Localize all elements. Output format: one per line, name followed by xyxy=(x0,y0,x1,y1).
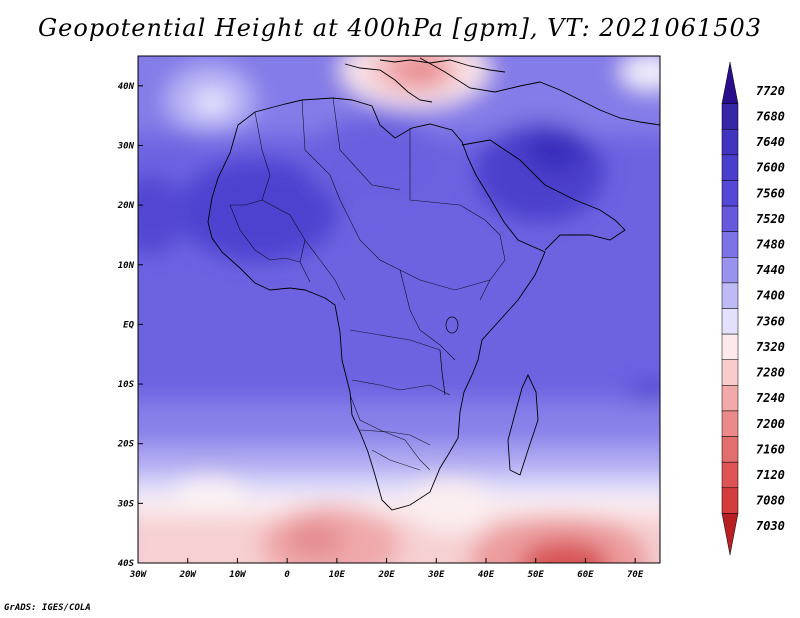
coastlines xyxy=(207,57,660,511)
lon-tick-label: 30E xyxy=(427,570,445,580)
colorbar-swatch xyxy=(721,61,739,104)
colorbar-label: 7400 xyxy=(756,289,785,303)
colorbar-swatch xyxy=(721,410,739,437)
lon-tick-label: 60E xyxy=(577,570,594,580)
grads-credit: GrADS: IGES/COLA xyxy=(4,603,91,613)
lat-tick-label: 10N xyxy=(118,261,135,271)
longitude-axis: 30W 20W 10W 0 10E 20E 30E 40E 50E 60E 70E xyxy=(129,558,644,580)
lat-tick-label: 30N xyxy=(117,141,135,151)
colorbar-swatch xyxy=(721,333,739,360)
lon-tick-label: 20E xyxy=(377,570,395,580)
colorbar-label: 7200 xyxy=(756,417,785,431)
lat-tick-label: 40S xyxy=(118,559,135,569)
colorbar-swatch xyxy=(721,385,739,412)
colorbar-swatch xyxy=(721,513,739,556)
lat-tick-label: 20N xyxy=(117,201,135,211)
lat-tick-label: EQ xyxy=(123,320,134,330)
lon-tick-label: 40E xyxy=(478,570,495,580)
colorbar-label: 7520 xyxy=(756,212,785,226)
lon-tick-label: 10E xyxy=(329,570,346,580)
colorbar-swatch xyxy=(721,436,739,463)
lon-tick-label: 50E xyxy=(528,570,545,580)
country-borders xyxy=(229,97,506,471)
colorbar-label: 7640 xyxy=(756,135,785,149)
lon-tick-label: 30W xyxy=(129,570,148,580)
latitude-axis: 40N 30N 20N 10N EQ 10S 20S 30S 40S xyxy=(117,82,143,569)
chart-title: Geopotential Height at 400hPa [gpm], VT:… xyxy=(38,14,762,42)
colorbar-label: 7600 xyxy=(756,161,785,175)
colorbar-swatch xyxy=(721,461,739,489)
colorbar-swatch xyxy=(721,128,739,156)
lat-tick-label: 20S xyxy=(117,440,135,450)
colorbar-label: 7360 xyxy=(756,314,785,328)
colorbar-label: 7560 xyxy=(756,186,785,200)
lat-tick-label: 40N xyxy=(118,82,135,92)
colorbar-swatch xyxy=(721,308,739,335)
plot-frame xyxy=(137,55,661,564)
lakes xyxy=(439,316,459,396)
colorbar-label: 7030 xyxy=(756,519,785,533)
colorbar-swatch xyxy=(721,231,739,258)
height-field xyxy=(138,56,660,563)
colorbar-label: 7720 xyxy=(756,84,785,98)
colorbar-label: 7120 xyxy=(756,468,785,482)
colorbar-label: 7440 xyxy=(756,263,785,277)
colorbar-swatch xyxy=(721,154,739,181)
colorbar-swatch xyxy=(721,257,739,284)
lon-tick-label: 0 xyxy=(284,570,290,580)
colorbar-swatch xyxy=(721,359,739,386)
lat-tick-label: 30S xyxy=(117,499,135,509)
colorbar-label: 7480 xyxy=(756,237,785,251)
colorbar-label: 7680 xyxy=(756,109,785,123)
colorbar-label: 7280 xyxy=(756,366,785,380)
lat-tick-label: 10S xyxy=(118,380,135,390)
colorbar-label: 7240 xyxy=(756,391,785,405)
colorbar-swatch xyxy=(721,103,739,130)
colorbar-label: 7160 xyxy=(756,442,785,456)
colorbar-swatch xyxy=(721,205,739,232)
colorbar-swatch xyxy=(721,180,739,207)
colorbar-swatch xyxy=(721,487,739,514)
colorbar: 7720 7680 7640 7600 7560 7520 7480 7440 7400 7360… xyxy=(721,61,785,556)
colorbar-label: 7080 xyxy=(756,494,785,508)
lon-tick-label: 70E xyxy=(627,570,644,580)
lon-tick-label: 20W xyxy=(179,570,198,580)
lon-tick-label: 10W xyxy=(229,570,247,580)
colorbar-label: 7320 xyxy=(756,340,785,354)
colorbar-swatch xyxy=(721,282,739,309)
